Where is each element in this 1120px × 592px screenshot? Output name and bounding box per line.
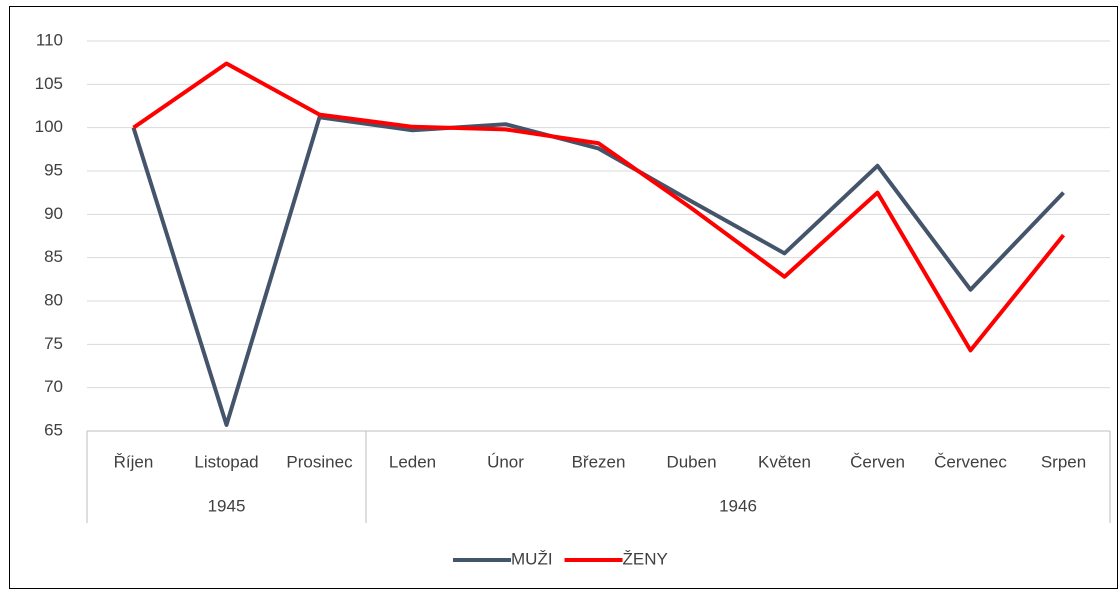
y-tick-label: 80: [44, 290, 63, 309]
legend-label: MUŽI: [511, 549, 553, 568]
y-tick-label: 70: [44, 377, 63, 396]
x-tick-label: Duben: [666, 452, 716, 471]
legend-label: ŽENY: [623, 549, 668, 568]
y-tick-label: 100: [35, 117, 63, 136]
series-line: [132, 61, 1066, 353]
x-tick-label: Červenec: [934, 452, 1007, 471]
y-tick-label: 95: [44, 160, 63, 179]
x-tick-label: Květen: [758, 452, 811, 471]
x-tick-label: Leden: [389, 452, 436, 471]
x-tick-label: Únor: [487, 452, 524, 471]
series-line: [131, 115, 1065, 427]
x-tick-label: Prosinec: [286, 452, 353, 471]
x-tick-label: Březen: [572, 452, 626, 471]
y-tick-label: 75: [44, 334, 63, 353]
x-tick-label: Listopad: [194, 452, 258, 471]
y-tick-label: 65: [44, 420, 63, 439]
y-tick-label: 90: [44, 204, 63, 223]
y-tick-label: 85: [44, 247, 63, 266]
x-tick-label: Červen: [850, 452, 905, 471]
y-tick-label: 105: [35, 74, 63, 93]
x-tick-label: Říjen: [114, 452, 154, 471]
chart-border: [9, 6, 1118, 589]
y-tick-label: 110: [36, 30, 63, 49]
group-label: 1945: [208, 496, 246, 515]
group-label: 1946: [719, 496, 757, 515]
x-tick-label: Srpen: [1041, 452, 1086, 471]
